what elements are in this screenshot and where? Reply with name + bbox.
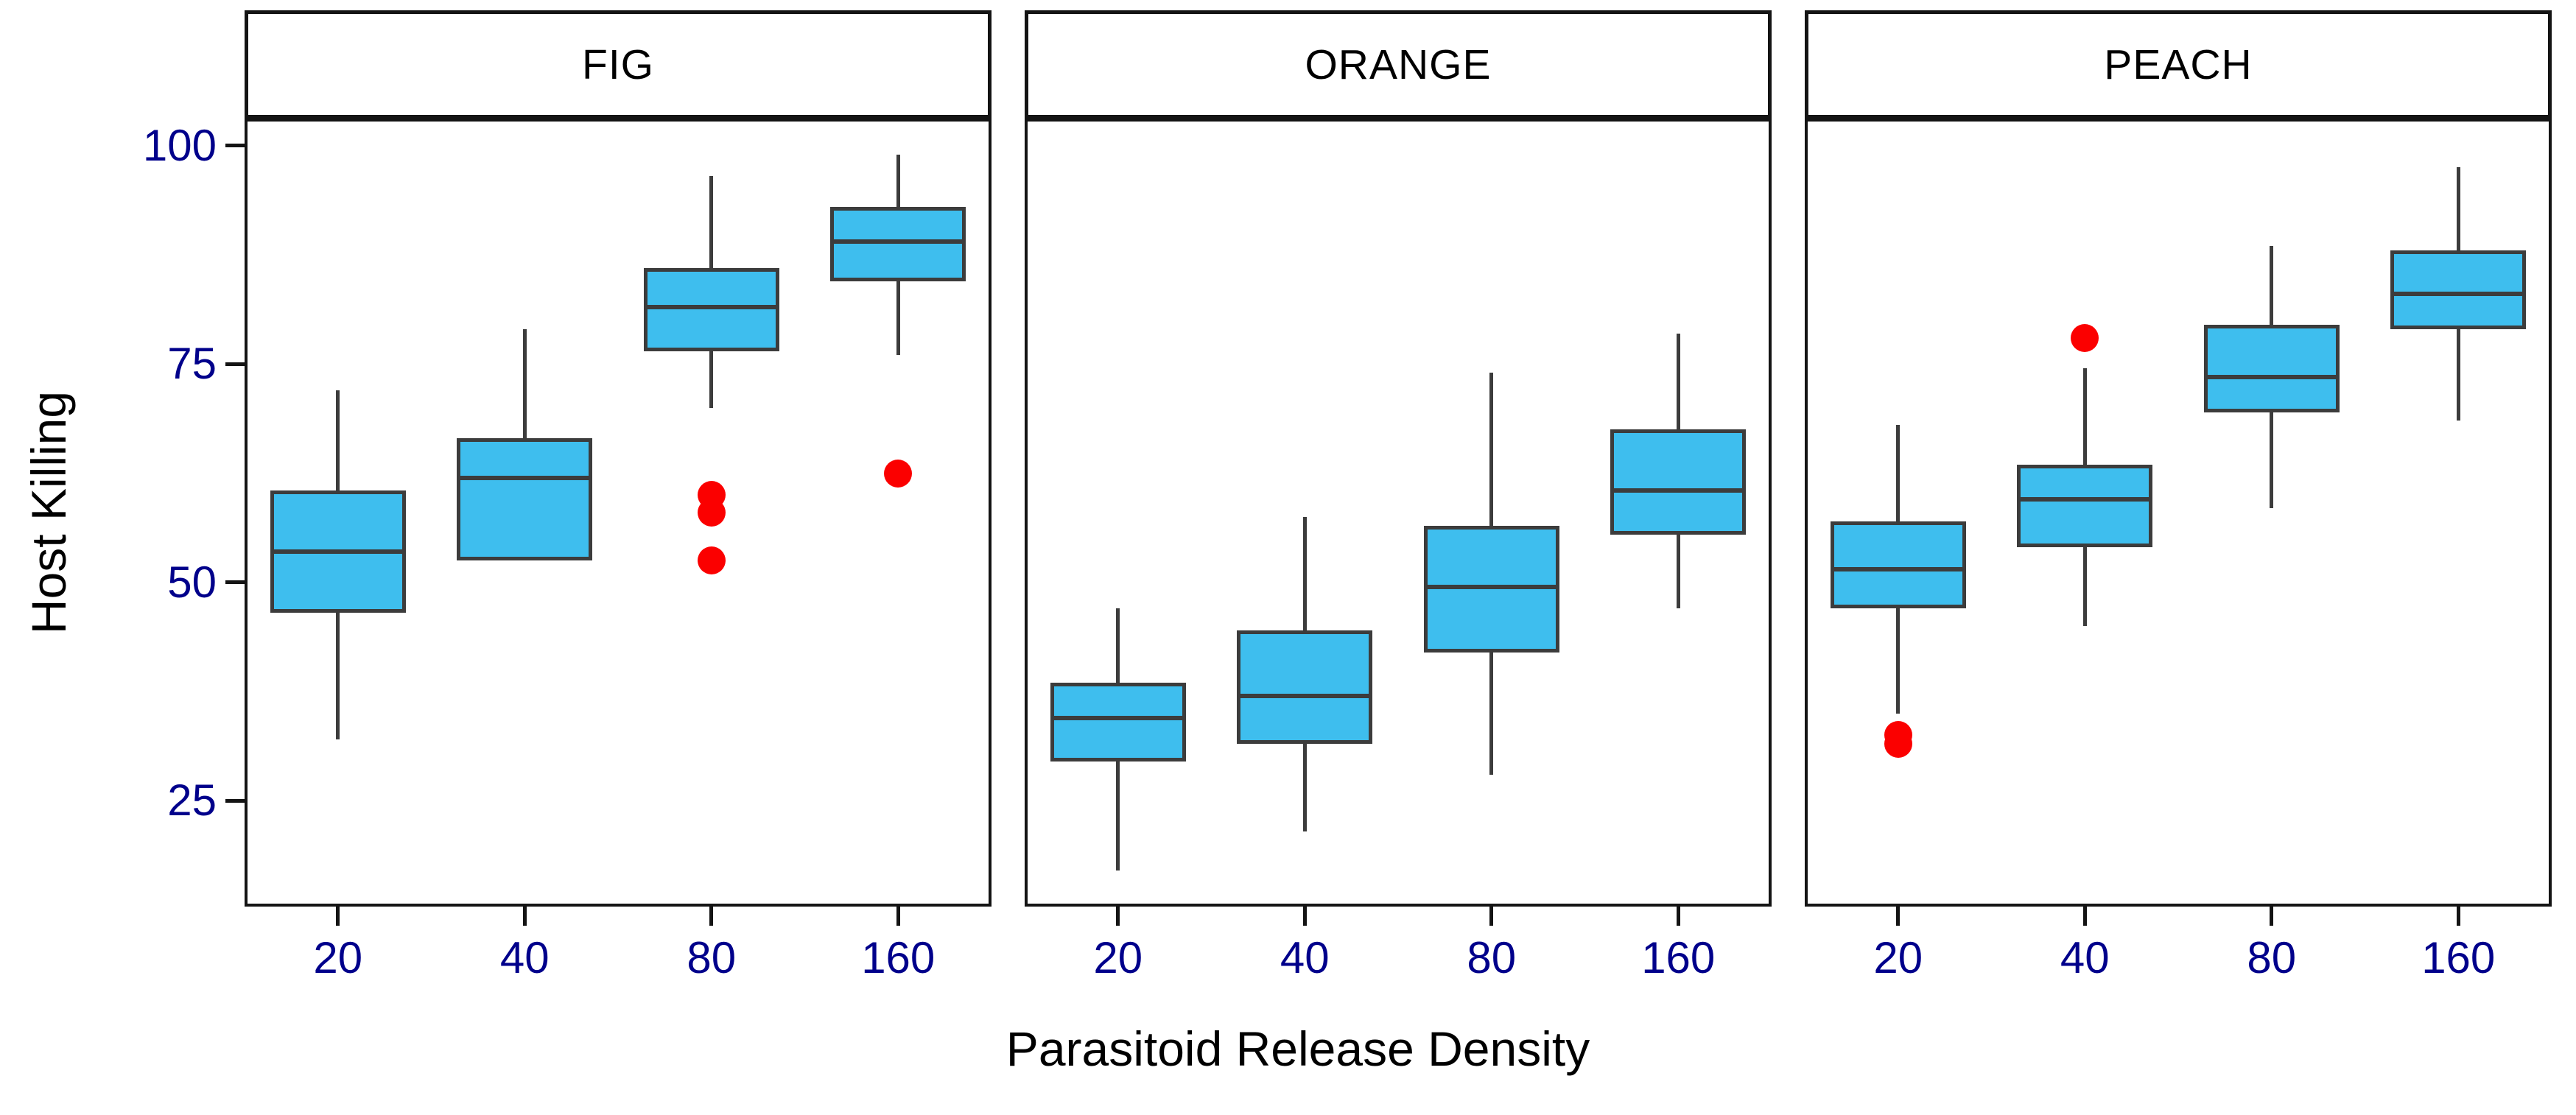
boxplot-lower-whisker (1896, 608, 1901, 714)
x-axis-tick (2270, 907, 2274, 926)
boxplot-box (2390, 250, 2527, 329)
boxplot-lower-whisker (709, 351, 714, 408)
boxplot-lower-whisker (336, 613, 340, 740)
y-axis-tick-label: 75 (167, 339, 217, 389)
x-axis-tick (1489, 907, 1494, 926)
x-axis-tick-label: 40 (499, 933, 550, 982)
boxplot-median (1050, 715, 1186, 720)
boxplot-lower-whisker (1676, 534, 1680, 609)
x-axis-tick-label: 160 (2421, 933, 2496, 982)
boxplot-lower-whisker (896, 281, 900, 356)
boxplot-upper-whisker (522, 328, 527, 439)
boxplot-upper-whisker (1676, 333, 1680, 430)
boxplot-upper-whisker (1302, 516, 1307, 631)
y-axis-tick-label: 50 (167, 557, 217, 607)
outlier-point (1884, 730, 1912, 759)
boxplot-upper-whisker (709, 176, 714, 268)
outlier-point (2071, 323, 2099, 352)
x-axis-tick-label: 80 (687, 933, 737, 982)
x-axis-tick (1116, 907, 1120, 926)
x-axis-title: Parasitoid Release Density (1006, 1021, 1590, 1076)
x-axis-tick (1896, 907, 1901, 926)
boxplot-lower-whisker (1116, 761, 1120, 871)
x-axis-tick (1676, 907, 1680, 926)
boxplot-upper-whisker (2270, 246, 2274, 325)
boxplot-box (1237, 630, 1373, 745)
boxplot-upper-whisker (1896, 425, 1901, 521)
facet-panel (1805, 119, 2552, 907)
y-axis-tick (225, 144, 245, 148)
boxplot-lower-whisker (1489, 652, 1494, 775)
facet-strip-label: FIG (582, 41, 654, 88)
boxplot-upper-whisker (2082, 368, 2087, 465)
x-axis-tick-label: 80 (2247, 933, 2297, 982)
facet-strip-label: ORANGE (1305, 41, 1492, 88)
boxplot-box (1050, 683, 1186, 762)
boxplot-box (2203, 324, 2340, 412)
boxplot-lower-whisker (2082, 547, 2087, 627)
x-axis-tick-label: 20 (313, 933, 363, 982)
boxplot-upper-whisker (896, 154, 900, 207)
x-axis-tick-label: 160 (861, 933, 936, 982)
boxplot-lower-whisker (1302, 744, 1307, 831)
x-axis-tick-label: 80 (1467, 933, 1517, 982)
facet-strip: ORANGE (1025, 10, 1772, 119)
boxplot-median (2203, 375, 2340, 380)
boxplot-upper-whisker (1489, 373, 1494, 526)
boxplot-upper-whisker (2456, 167, 2460, 251)
boxplot-median (2017, 497, 2153, 502)
boxplot-median (1423, 584, 1559, 589)
boxplot-median (1237, 694, 1373, 699)
x-axis-tick (896, 907, 900, 926)
boxplot-box (1610, 429, 1747, 535)
boxplot-median (1610, 488, 1747, 493)
boxplot-box (1830, 521, 1966, 609)
facet-strip: FIG (245, 10, 992, 119)
y-axis-tick-label: 100 (142, 120, 217, 170)
boxplot-box (457, 438, 593, 561)
boxplot-box (2017, 464, 2153, 548)
x-axis-tick-label: 160 (1641, 933, 1716, 982)
boxplot-median (830, 239, 966, 245)
outlier-point (697, 546, 726, 575)
x-axis-tick (1302, 907, 1307, 926)
boxplot-upper-whisker (1116, 608, 1120, 683)
boxplot-median (643, 305, 779, 310)
x-axis-tick (2082, 907, 2087, 926)
boxplot-median (2390, 292, 2527, 297)
facet-strip: PEACH (1805, 10, 2552, 119)
boxplot-lower-whisker (2270, 412, 2274, 509)
outlier-point (884, 459, 913, 488)
y-axis-tick (225, 798, 245, 803)
outlier-point (697, 499, 726, 527)
x-axis-tick (2456, 907, 2460, 926)
boxplot-median (1830, 567, 1966, 572)
boxplot-upper-whisker (336, 390, 340, 491)
x-axis-tick-label: 40 (1280, 933, 1330, 982)
facet-strip-label: PEACH (2104, 41, 2253, 88)
x-axis-tick (522, 907, 527, 926)
x-axis-tick-label: 20 (1093, 933, 1143, 982)
x-axis-tick-label: 40 (2060, 933, 2110, 982)
y-axis-tick-label: 25 (167, 775, 217, 826)
boxplot-median (457, 475, 593, 480)
y-axis-title: Host Killing (21, 390, 76, 635)
x-axis-tick (709, 907, 714, 926)
y-axis-tick (225, 580, 245, 585)
x-axis-tick-label: 20 (1873, 933, 1923, 982)
y-axis-tick (225, 362, 245, 366)
boxplot-lower-whisker (2456, 328, 2460, 421)
x-axis-tick (336, 907, 340, 926)
boxplot-median (270, 549, 406, 555)
